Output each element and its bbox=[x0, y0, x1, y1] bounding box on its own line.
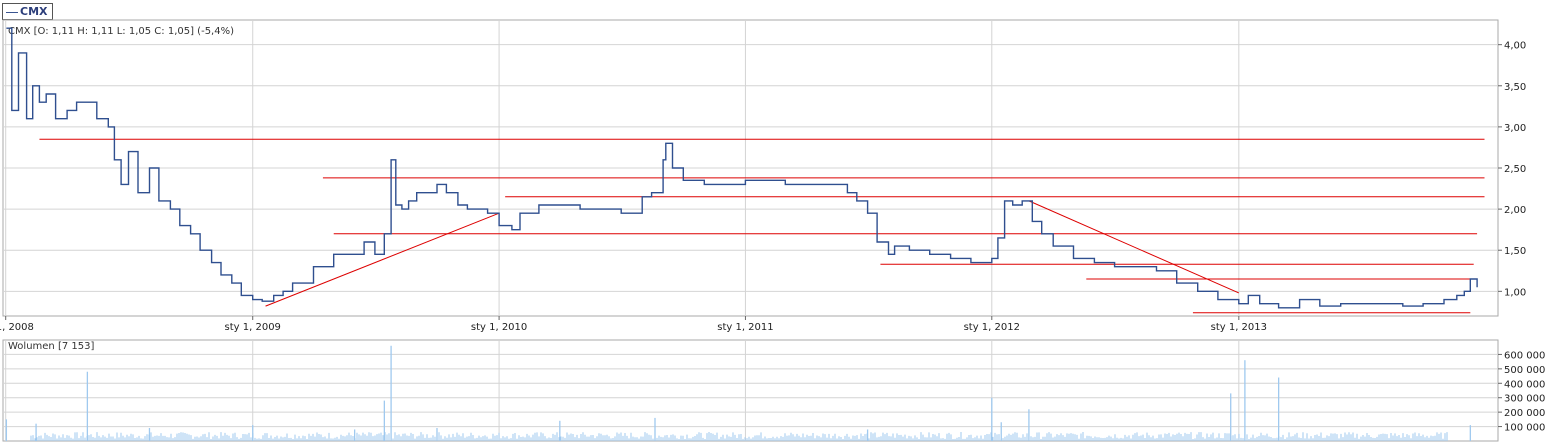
x-tick-label: sty 1, 2010 bbox=[471, 322, 527, 333]
volume-panel-frame bbox=[2, 339, 1499, 442]
x-tick-label: sty 1, 2013 bbox=[1211, 322, 1267, 333]
y-tick-label: 2,50 bbox=[1504, 164, 1526, 175]
y-tick-label: 2,00 bbox=[1504, 205, 1526, 216]
volume-y-axis-ticks: 100 000 200 000 300 000 400 000 500 000 600 0… bbox=[1498, 350, 1545, 434]
y-tick-label: 3,00 bbox=[1504, 123, 1526, 134]
volume-y-tick-label: 400 000 bbox=[1504, 379, 1545, 390]
support-lines bbox=[39, 138, 1485, 314]
support-line bbox=[265, 212, 500, 307]
y-tick-label: 1,50 bbox=[1504, 246, 1526, 257]
volume-y-tick-label: 300 000 bbox=[1504, 394, 1545, 405]
volume-y-tick-label: 100 000 bbox=[1504, 423, 1545, 434]
price-panel-grid bbox=[2, 19, 1499, 317]
x-axis-ticks: sty 1, 2008 sty 1, 2009 sty 1, 2010 sty 1, … bbox=[0, 316, 1267, 333]
volume-y-tick-label: 500 000 bbox=[1504, 365, 1545, 376]
y-tick-label: 1,00 bbox=[1504, 287, 1526, 298]
legend-label: CMX bbox=[20, 5, 48, 18]
price-line bbox=[6, 27, 1478, 309]
volume-title: Wolumen [7 153] bbox=[8, 341, 94, 352]
price-info-label: CMX [O: 1,11 H: 1,11 L: 1,05 C: 1,05] (-… bbox=[8, 26, 234, 37]
y-tick-label: 4,00 bbox=[1504, 41, 1526, 52]
volume-panel-grid bbox=[2, 339, 1499, 442]
x-tick-label: sty 1, 2011 bbox=[717, 322, 773, 333]
x-tick-label: sty 1, 2009 bbox=[225, 322, 281, 333]
y-tick-label: 3,50 bbox=[1504, 82, 1526, 93]
x-tick-label: sty 1, 2012 bbox=[964, 322, 1020, 333]
x-tick-label: sty 1, 2008 bbox=[0, 322, 34, 333]
support-line bbox=[1028, 200, 1240, 294]
price-y-axis-ticks: 1,00 1,50 2,00 2,50 3,00 3,50 4,00 bbox=[1498, 41, 1526, 298]
volume-y-tick-label: 200 000 bbox=[1504, 408, 1545, 419]
volume-bars bbox=[5, 345, 1471, 441]
legend-line-swatch bbox=[6, 11, 18, 13]
volume-y-tick-label: 600 000 bbox=[1504, 350, 1545, 361]
